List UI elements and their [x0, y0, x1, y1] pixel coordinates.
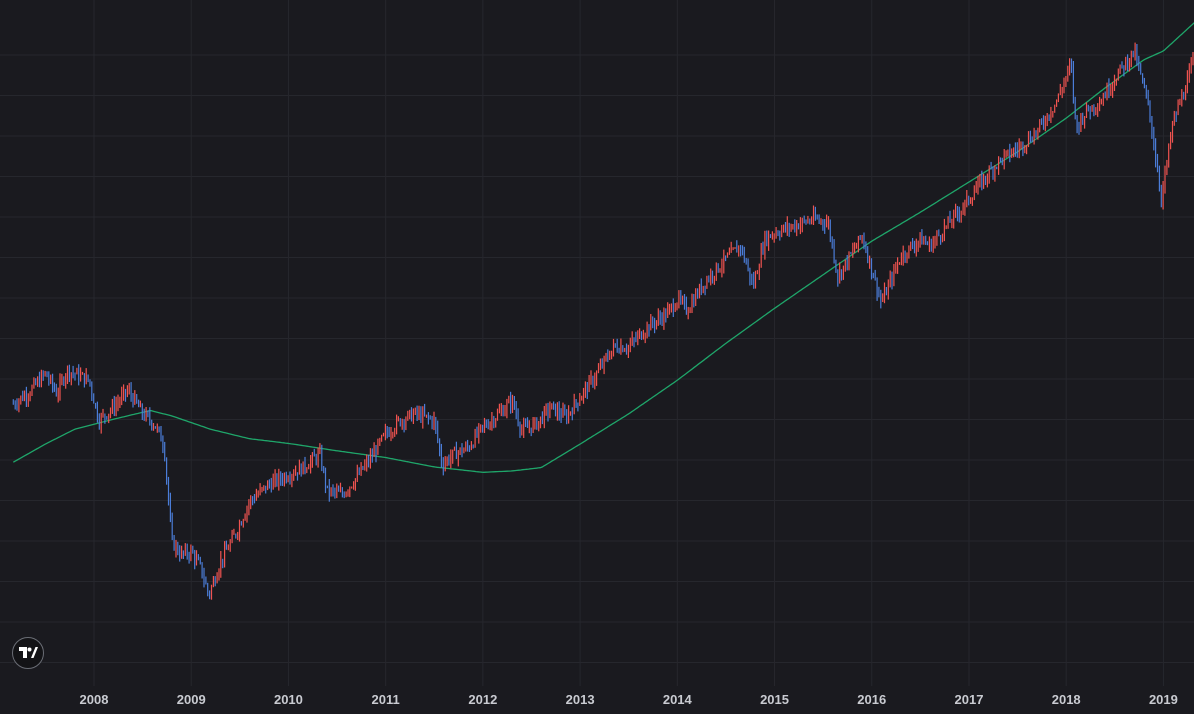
x-tick-label: 2018	[1052, 692, 1081, 707]
x-tick-label: 2019	[1149, 692, 1178, 707]
tradingview-logo-icon[interactable]	[12, 637, 44, 669]
time-axis[interactable]: 2008 2009 2010 2011 2012 2013 2014 2015 2016 2017…	[80, 692, 1178, 707]
price-bars-layer	[12, 42, 1194, 600]
moving-average-line	[12, 22, 1194, 473]
x-tick-label: 2013	[566, 692, 595, 707]
moving-average-layer	[12, 22, 1194, 473]
tradingview-logo-glyph	[19, 647, 38, 658]
x-tick-label: 2015	[760, 692, 789, 707]
x-tick-label: 2017	[955, 692, 984, 707]
x-tick-label: 2010	[274, 692, 303, 707]
grid-layer	[0, 0, 1194, 686]
x-tick-label: 2012	[468, 692, 497, 707]
x-tick-label: 2009	[177, 692, 206, 707]
x-tick-label: 2016	[857, 692, 886, 707]
x-tick-label: 2011	[372, 692, 400, 707]
x-tick-label: 2014	[663, 692, 693, 707]
x-tick-label: 2008	[80, 692, 109, 707]
